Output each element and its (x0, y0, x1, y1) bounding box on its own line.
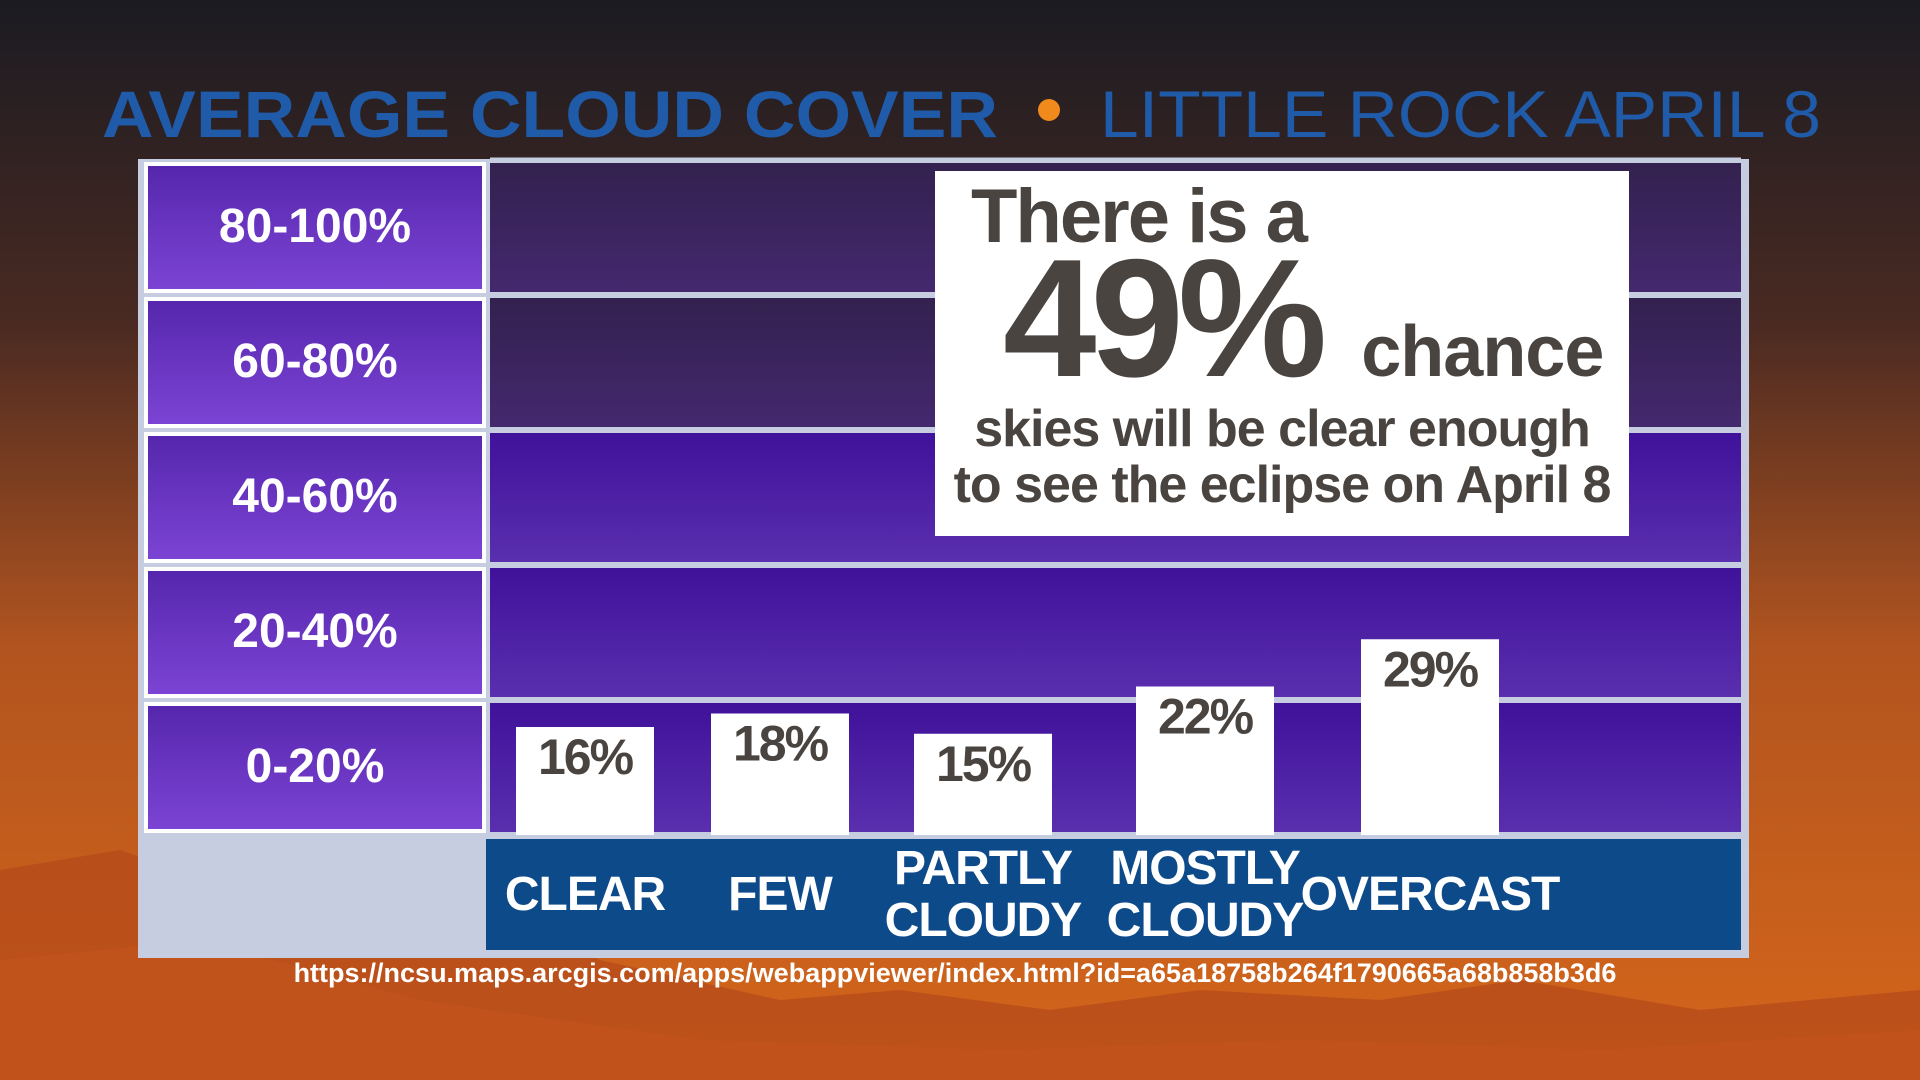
source: https://ncsu.maps.arcgis.com/apps/webapp… (294, 958, 1617, 988)
value-label: 16% (538, 729, 634, 785)
band-cell (144, 432, 486, 563)
chart-subtitle: LITTLE ROCK APRIL 8 (1100, 77, 1821, 151)
bar (1361, 639, 1499, 835)
y-band-label: 20-40% (232, 605, 397, 658)
value-label: 22% (1158, 689, 1254, 745)
y-band-label: 60-80% (232, 335, 397, 388)
annotation-highlight: 49% (1003, 224, 1327, 412)
y-band-label: 0-20% (246, 740, 385, 793)
annotation: There is a 49% chance skies will be clea… (935, 171, 1629, 536)
band (490, 703, 1741, 832)
value-label: 18% (733, 716, 829, 772)
band (490, 568, 1741, 697)
bar (711, 713, 849, 835)
annotation-after: chance (1361, 312, 1604, 392)
x-tick-label: FEW (728, 867, 833, 921)
annotation-row: 49% chance (1003, 224, 1611, 412)
value-label: 29% (1383, 641, 1479, 697)
x-tick-label: CLEAR (504, 867, 666, 921)
band-cell (144, 297, 486, 428)
bar (914, 733, 1052, 835)
annotation-intro: There is a (971, 174, 1308, 259)
bar (516, 727, 654, 835)
band-cell (144, 702, 486, 833)
annotation-text: skies will be clear enough to see the ec… (953, 400, 1612, 514)
separator-dot (1038, 99, 1060, 121)
bar (1136, 686, 1274, 835)
value-label: 15% (936, 736, 1032, 792)
y-band-label: 40-60% (232, 470, 397, 523)
chart-title: AVERAGE CLOUD COVER (102, 77, 998, 151)
x-tick-label: OVERCAST (1300, 867, 1561, 921)
foothills (0, 940, 1920, 1080)
x-tick-label: PARTLY CLOUDY (884, 841, 1083, 947)
x-tick-label: MOSTLY CLOUDY (1106, 841, 1305, 947)
category-strip (486, 839, 1741, 950)
y-band-label: 80-100% (219, 200, 411, 253)
band-cell (144, 162, 486, 293)
band-cell (144, 567, 486, 698)
